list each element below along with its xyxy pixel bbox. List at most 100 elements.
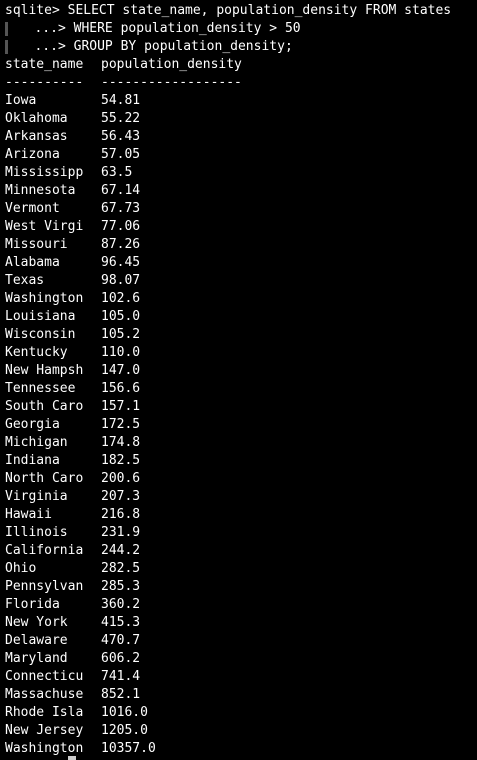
cell-population-density: 606.2 [101,651,141,666]
cell-state-name: Florida [5,597,60,612]
cell-state-name: Virginia [5,489,68,504]
cell-state-name: Indiana [5,453,60,468]
table-row: Louisiana 105.0 [5,308,477,326]
cell-population-density: 470.7 [101,633,141,648]
cell-population-density: 172.5 [101,417,141,432]
cell-state-name: Pennsylvan [5,579,84,594]
table-row: Mississipp 63.5 [5,164,477,182]
cell-population-density: 231.9 [101,525,141,540]
cell-state-name: New Jersey [5,723,84,738]
cell-state-name: Iowa [5,93,37,108]
table-row: New Hampsh 147.0 [5,362,477,380]
cell-state-name: Michigan [5,435,68,450]
cell-population-density: 110.0 [101,345,141,360]
cell-population-density: 67.73 [101,201,141,216]
table-row: Maryland 606.2 [5,650,477,668]
table-row: Ohio 282.5 [5,560,477,578]
table-row: Michigan 174.8 [5,434,477,452]
cell-population-density: 200.6 [101,471,141,486]
result-header: state_name population_density [5,56,477,74]
cell-population-density: 282.5 [101,561,141,576]
cell-population-density: 174.8 [101,435,141,450]
table-row: Indiana 182.5 [5,452,477,470]
table-row: Pennsylvan 285.3 [5,578,477,596]
table-row: Virginia 207.3 [5,488,477,506]
command-text: WHERE population_density > 50 [73,21,301,36]
separator-col2: ------------------ [101,75,242,90]
cell-state-name: Missouri [5,237,68,252]
result-rows: Iowa 54.81 Oklahoma 55.22 Arkansas 56.43 Arizo… [5,92,477,758]
cell-state-name: South Caro [5,399,84,414]
cell-state-name: Mississipp [5,165,84,180]
cell-state-name: Georgia [5,417,60,432]
cell-population-density: 98.07 [101,273,141,288]
cell-population-density: 285.3 [101,579,141,594]
cell-state-name: Minnesota [5,183,76,198]
cell-population-density: 852.1 [101,687,141,702]
cell-population-density: 77.06 [101,219,141,234]
table-row: Arizona 57.05 [5,146,477,164]
table-row: Wisconsin 105.2 [5,326,477,344]
table-row: Delaware 470.7 [5,632,477,650]
result-separator: ---------- ------------------ [5,74,477,92]
cell-population-density: 156.6 [101,381,141,396]
cell-state-name: Oklahoma [5,111,68,126]
cell-state-name: Arizona [5,147,60,162]
cell-state-name: Wisconsin [5,327,76,342]
cell-population-density: 10357.0 [101,741,156,756]
cell-state-name: Tennessee [5,381,76,396]
cell-state-name: West Virgi [5,219,84,234]
table-row: Washington 102.6 [5,290,477,308]
table-row: Illinois 231.9 [5,524,477,542]
command-text: SELECT state_name, population_density FR… [67,3,452,18]
cell-state-name: Vermont [5,201,60,216]
cell-state-name: Kentucky [5,345,68,360]
cell-population-density: 360.2 [101,597,141,612]
cell-population-density: 1205.0 [101,723,148,738]
cell-population-density: 57.05 [101,147,141,162]
table-row: Tennessee 156.6 [5,380,477,398]
cell-population-density: 105.0 [101,309,141,324]
continuation-prompt: ...> [11,21,74,36]
cell-state-name: North Caro [5,471,84,486]
cell-state-name: Massachuse [5,687,84,702]
table-row: Arkansas 56.43 [5,128,477,146]
cell-state-name: California [5,543,84,558]
cell-population-density: 1016.0 [101,705,148,720]
cell-state-name: Texas [5,273,45,288]
command-line-1: sqlite> SELECT state_name, population_de… [5,2,477,20]
table-row: Alabama 96.45 [5,254,477,272]
table-row: New York 415.3 [5,614,477,632]
cell-population-density: 182.5 [101,453,141,468]
cell-population-density: 67.14 [101,183,141,198]
cell-population-density: 87.26 [101,237,141,252]
continuation-marker [5,40,8,54]
cell-state-name: Connecticu [5,669,84,684]
command-line-3: ...> GROUP BY population_density; [5,38,477,56]
cell-state-name: Arkansas [5,129,68,144]
table-row: Massachuse 852.1 [5,686,477,704]
table-row: Georgia 172.5 [5,416,477,434]
cell-state-name: Ohio [5,561,37,576]
continuation-prompt: ...> [11,39,74,54]
cell-population-density: 63.5 [101,165,133,180]
cell-population-density: 741.4 [101,669,141,684]
table-row: Oklahoma 55.22 [5,110,477,128]
table-row: Texas 98.07 [5,272,477,290]
cell-state-name: New York [5,615,68,630]
table-row: Washington 10357.0 [5,740,477,758]
continuation-marker [5,22,8,36]
separator-col1: ---------- [5,75,84,90]
table-row: Minnesota 67.14 [5,182,477,200]
table-row: Rhode Isla 1016.0 [5,704,477,722]
cell-state-name: Alabama [5,255,60,270]
cell-population-density: 147.0 [101,363,141,378]
cell-population-density: 415.3 [101,615,141,630]
cell-state-name: Rhode Isla [5,705,84,720]
command-text: GROUP BY population_density; [73,39,293,54]
table-row: Hawaii 216.8 [5,506,477,524]
cell-population-density: 157.1 [101,399,141,414]
table-row: South Caro 157.1 [5,398,477,416]
cell-population-density: 55.22 [101,111,141,126]
